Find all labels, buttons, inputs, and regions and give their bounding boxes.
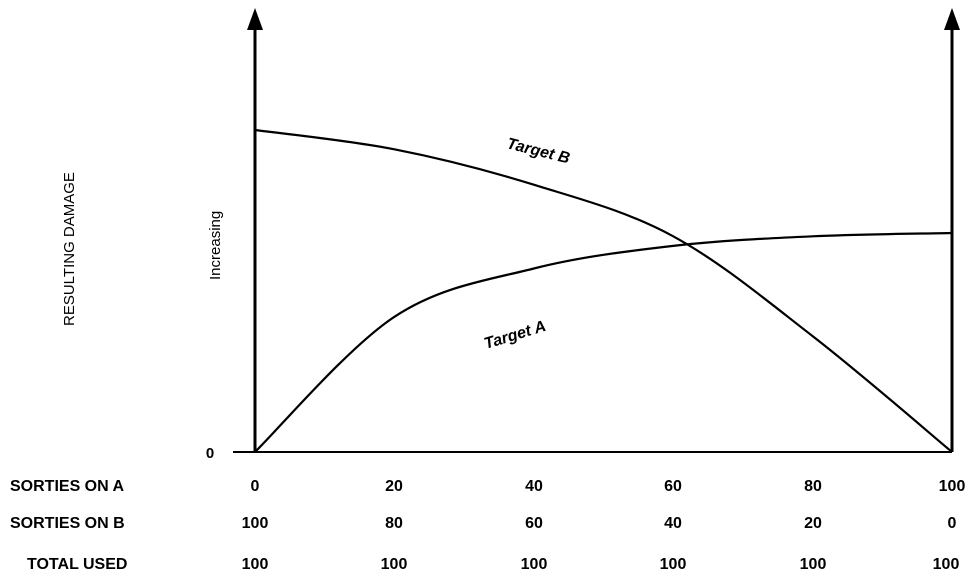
tick-label-b-1: 80 <box>385 515 403 532</box>
y-axis-note: Increasing <box>207 211 224 280</box>
tick-label-total-4: 100 <box>800 556 827 573</box>
tick-label-a-5: 100 <box>939 478 966 495</box>
tick-label-b-5: 0 <box>948 515 957 532</box>
tick-label-b-3: 40 <box>664 515 682 532</box>
tick-label-total-0: 100 <box>242 556 269 573</box>
series-line-target-a <box>254 231 953 453</box>
right-axis-arrow <box>944 8 960 30</box>
series-label-target-b: Target B <box>505 135 572 167</box>
tick-label-a-1: 20 <box>385 478 403 495</box>
left-axis-arrow <box>247 8 263 30</box>
y-axis-title: RESULTING DAMAGE <box>61 172 78 326</box>
y-tick-zero: 0 <box>206 445 214 462</box>
tick-label-b-4: 20 <box>804 515 822 532</box>
tick-label-b-0: 100 <box>242 515 269 532</box>
tick-label-total-3: 100 <box>660 556 687 573</box>
tick-label-a-2: 40 <box>525 478 543 495</box>
row-label-total-used: TOTAL USED <box>27 556 127 573</box>
tick-label-total-1: 100 <box>381 556 408 573</box>
tick-label-a-4: 80 <box>804 478 822 495</box>
row-label-sorties-b: SORTIES ON B <box>10 515 125 532</box>
series-label-target-a: Target A <box>482 318 548 353</box>
row-label-sorties-a: SORTIES ON A <box>10 478 125 495</box>
series-line-target-b <box>254 128 953 453</box>
tick-label-a-0: 0 <box>251 478 260 495</box>
tick-label-a-3: 60 <box>664 478 682 495</box>
tick-label-b-2: 60 <box>525 515 543 532</box>
tick-label-total-2: 100 <box>521 556 548 573</box>
tick-label-total-5: 100 <box>933 556 960 573</box>
